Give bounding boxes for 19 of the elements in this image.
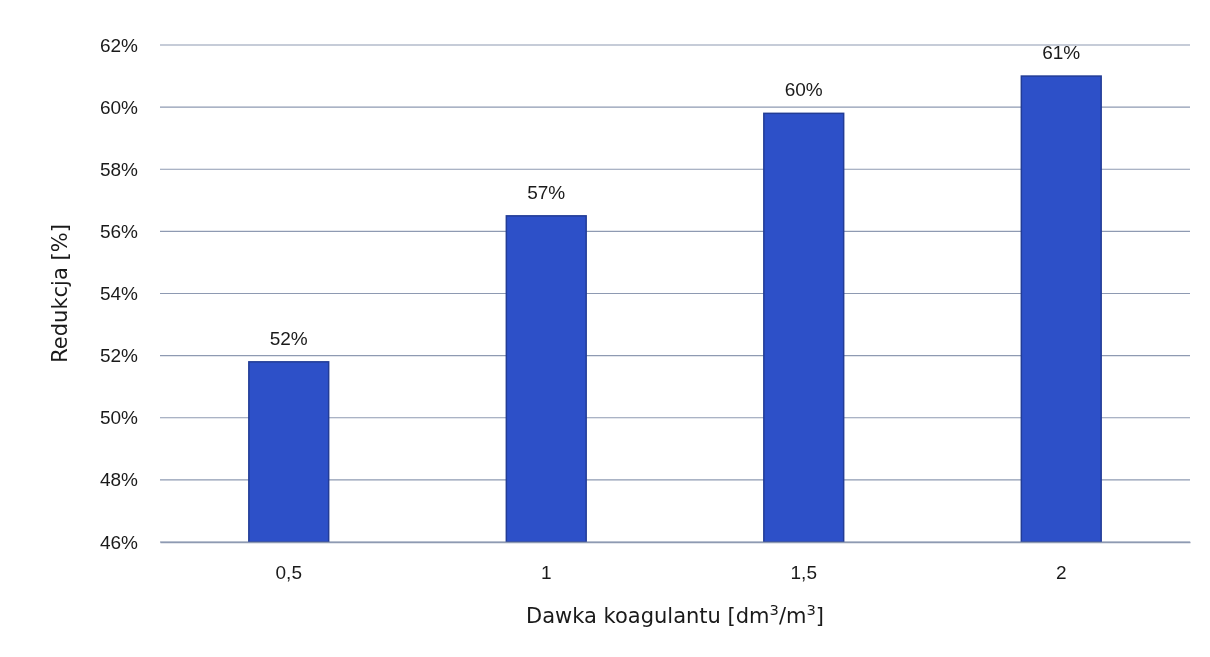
y-axis-title: Redukcja [%] <box>48 224 72 363</box>
x-tick-label: 1,5 <box>790 562 817 584</box>
y-tick-label: 50% <box>99 407 139 429</box>
y-tick-label: 58% <box>99 158 139 180</box>
data-label: 52% <box>269 327 308 349</box>
data-label: 60% <box>784 79 823 101</box>
data-label: 61% <box>1042 42 1081 64</box>
data-label: 57% <box>527 181 566 203</box>
y-tick-label: 60% <box>99 96 139 118</box>
y-tick-label: 56% <box>99 220 139 242</box>
x-axis-title: Dawka koagulantu [dm$^{3}$/m$^{3}$] <box>526 600 824 628</box>
y-tick-label: 46% <box>99 531 139 553</box>
x-tick-label: 1 <box>540 562 552 584</box>
y-tick-label: 62% <box>99 34 139 56</box>
x-tick-label: 0,5 <box>275 562 302 584</box>
y-tick-label: 48% <box>99 469 139 491</box>
y-tick-label: 54% <box>99 283 139 305</box>
y-tick-label: 52% <box>99 345 139 367</box>
x-tick-label: 2 <box>1055 562 1067 584</box>
